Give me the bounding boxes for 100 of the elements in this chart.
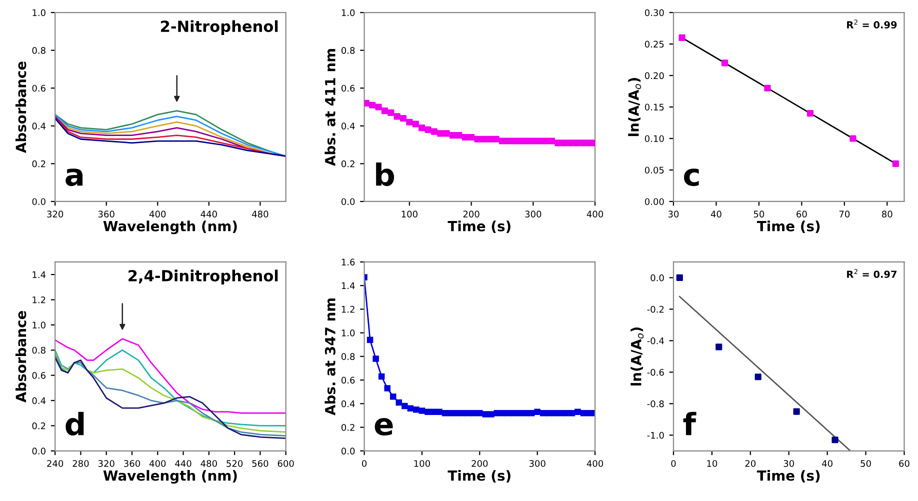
y-tick-label: 0.6	[32, 372, 46, 379]
y-tick-label: 0.2	[341, 424, 354, 431]
y-tick-label: 0.6	[32, 84, 46, 92]
x-tick-label: 70	[839, 210, 850, 218]
x-tick-label: 80	[882, 210, 892, 218]
point	[676, 274, 683, 281]
point	[534, 408, 540, 416]
x-tick-label: 200	[472, 460, 488, 467]
point	[892, 160, 899, 167]
point	[566, 140, 574, 146]
point	[678, 34, 686, 42]
x-tick-label: 200	[463, 210, 480, 218]
point	[793, 408, 800, 415]
y-axis-title: Absorbance	[15, 310, 26, 402]
y-tick-label: -0.8	[647, 400, 664, 408]
chart-title: 2-Nitrophenol	[161, 20, 278, 36]
point	[850, 135, 856, 142]
point	[500, 410, 506, 416]
x-tick-label: 400	[586, 460, 604, 467]
point	[573, 140, 580, 146]
point	[418, 124, 426, 132]
x-tick-label: 50	[860, 460, 871, 467]
point	[764, 84, 771, 92]
y-axis-title: Absorbance	[15, 62, 26, 154]
annotation: a	[66, 168, 83, 186]
point	[418, 408, 426, 414]
x-tick-label: 60	[899, 460, 910, 467]
point	[449, 132, 456, 139]
y-tick-label: 0.0	[650, 274, 664, 282]
point	[413, 406, 420, 413]
x-tick-label: 520	[226, 460, 243, 467]
point	[832, 436, 838, 444]
x-tick-label: 300	[525, 210, 542, 218]
point	[384, 385, 390, 392]
y-tick-label: 0.8	[341, 47, 355, 54]
y-tick-label: 1.6	[342, 258, 355, 266]
point	[530, 138, 536, 144]
point	[381, 107, 388, 114]
point	[388, 109, 394, 116]
x-tick-label: 30	[784, 460, 794, 467]
annotation: R$^{2}$ = 0.99	[847, 20, 897, 28]
y-tick-label: 0.4	[32, 122, 46, 130]
point	[806, 110, 814, 117]
annotation: R$^{2}$ = 0.97	[847, 269, 896, 278]
y-tick-label: 0.15	[644, 104, 664, 111]
point	[574, 408, 581, 416]
y-tick-label: -0.2	[647, 306, 664, 313]
x-axis-title: Wavelength (nm)	[103, 470, 237, 484]
x-tick-label: 560	[252, 460, 268, 467]
point	[474, 136, 481, 142]
x-tick-label: 360	[98, 210, 114, 218]
point	[456, 132, 462, 139]
x-tick-label: 60	[796, 210, 807, 218]
y-tick-label: 0.10	[644, 135, 664, 142]
point	[480, 136, 487, 142]
point	[448, 410, 454, 416]
annotation: c	[684, 168, 699, 186]
x-tick-label: 0	[671, 460, 676, 467]
y-axis-title: ln(A/A$_{o}$)	[628, 78, 642, 136]
point	[468, 134, 475, 141]
point	[542, 138, 549, 144]
point	[476, 410, 483, 416]
y-tick-label: 0.8	[341, 353, 355, 360]
point	[486, 136, 494, 142]
point	[424, 408, 431, 416]
point	[462, 134, 468, 141]
x-tick-label: 100	[402, 210, 418, 218]
point	[721, 60, 728, 66]
point	[511, 138, 518, 144]
x-tick-label: 50	[754, 210, 764, 218]
x-tick-label: 320	[98, 460, 114, 467]
point	[522, 410, 529, 416]
point	[396, 399, 402, 406]
y-tick-label: 0.4	[32, 397, 46, 404]
point	[372, 356, 379, 362]
point	[436, 408, 442, 416]
x-axis-title: Time (s)	[756, 220, 820, 234]
y-tick-label: 0.8	[32, 346, 46, 354]
x-tick-label: 440	[175, 460, 192, 467]
point	[378, 373, 385, 380]
y-tick-label: 0.0	[341, 198, 355, 206]
point	[375, 104, 382, 110]
point	[369, 102, 376, 108]
point	[412, 120, 419, 128]
point	[505, 138, 512, 144]
point	[407, 405, 414, 412]
y-tick-label: 0.0	[32, 448, 46, 454]
x-tick-label: 100	[414, 460, 430, 467]
point	[552, 410, 558, 416]
y-tick-label: 0.4	[341, 122, 355, 130]
x-tick-label: 320	[47, 210, 64, 218]
point	[540, 410, 546, 416]
point	[459, 410, 466, 416]
y-axis-title: ln(A/A$_{o}$)	[630, 327, 644, 386]
y-tick-label: 0.00	[644, 198, 664, 206]
point	[586, 140, 592, 146]
point	[560, 140, 568, 146]
point	[488, 411, 494, 418]
point	[400, 115, 407, 122]
point	[716, 344, 722, 350]
